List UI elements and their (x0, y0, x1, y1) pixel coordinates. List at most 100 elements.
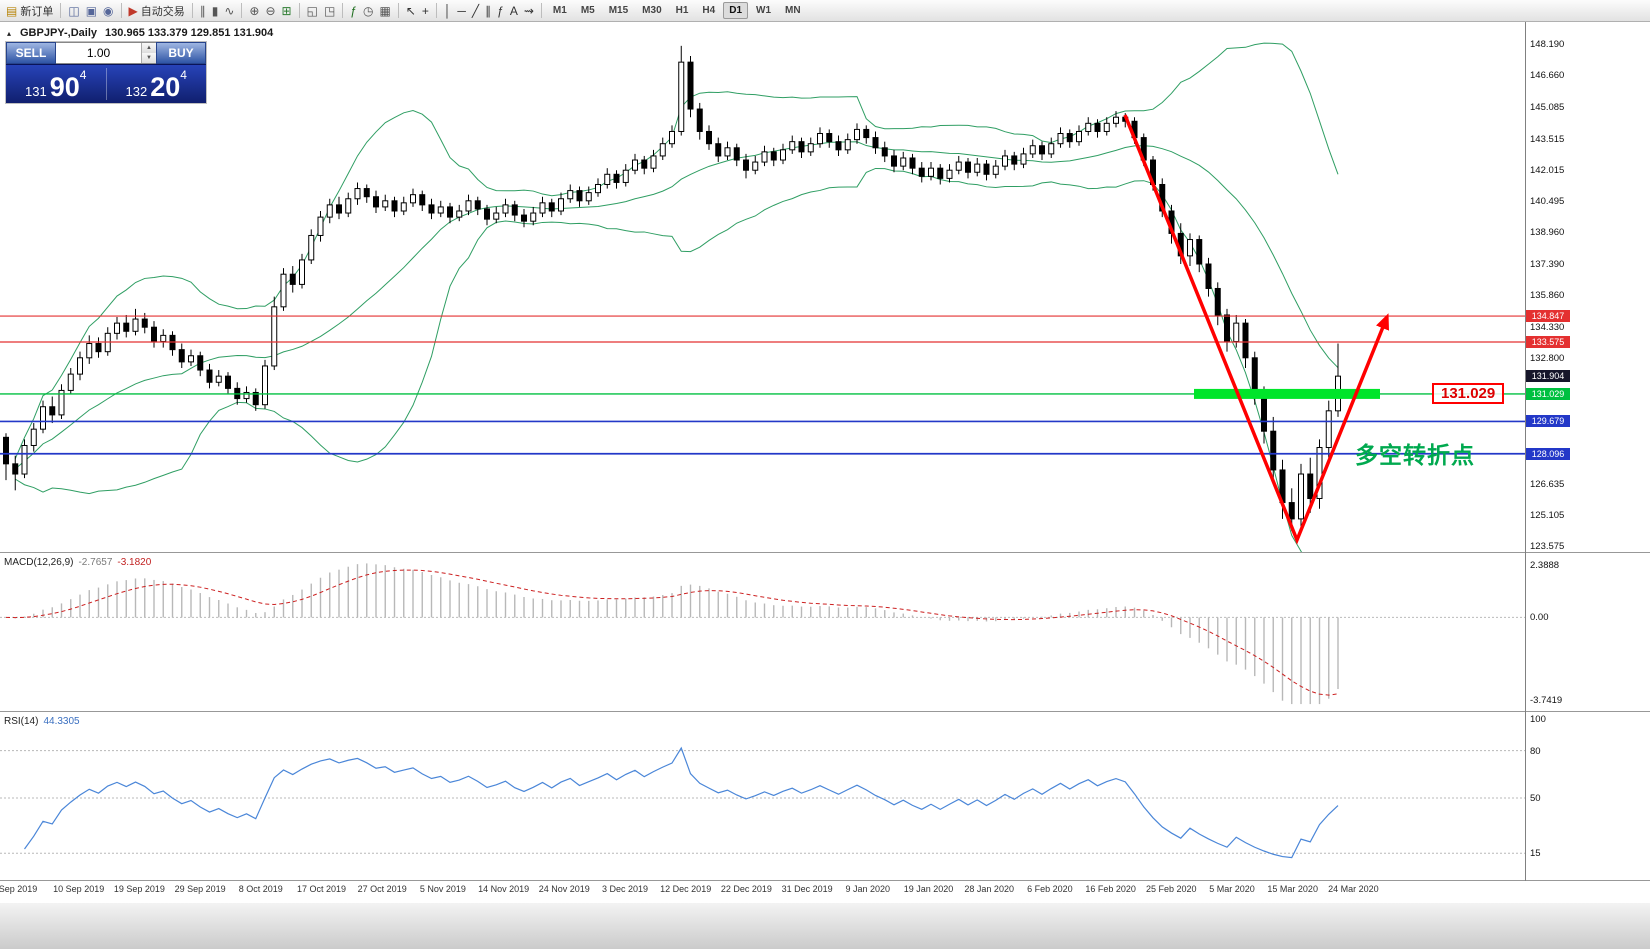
autotrading-button[interactable]: ▶ 自动交易 (126, 2, 188, 20)
candle-body (299, 259, 305, 285)
horizontal-line-button[interactable]: ─ (454, 2, 469, 20)
candle-body (1233, 322, 1240, 342)
trend-arrow[interactable] (1123, 114, 1390, 545)
timeframe-h4-button[interactable]: H4 (702, 5, 716, 16)
candle-body (400, 202, 407, 212)
date-label: 29 Sep 2019 (174, 884, 226, 894)
charts-icon: ◫ (68, 3, 80, 18)
timeframe-m15-button[interactable]: M15 (608, 5, 629, 16)
candle-body (252, 391, 259, 406)
timeframe-d1-button[interactable]: D1 (723, 2, 749, 19)
timeframe-m5-button[interactable]: M5 (580, 5, 595, 16)
candlestick-chart-button[interactable]: ▮ (209, 2, 222, 20)
buy-button[interactable]: BUY (156, 42, 206, 64)
toolbar-separator (342, 3, 344, 18)
candle-body (789, 141, 796, 151)
date-label: 3 Dec 2019 (601, 884, 649, 894)
fibonacci-icon: ƒ (497, 3, 504, 18)
panel-separator[interactable] (0, 552, 1650, 553)
line-chart-icon: ∿ (224, 3, 235, 18)
price-chart[interactable] (0, 22, 1650, 553)
date-label: 5 Nov 2019 (419, 884, 466, 894)
candle-body (178, 349, 185, 363)
line-chart-button[interactable]: ∿ (221, 2, 237, 20)
support-price-callout[interactable]: 131.029 (1432, 383, 1505, 404)
zoom-in-button[interactable]: ⊕ (246, 2, 262, 20)
collapse-trade-panel-icon[interactable]: ▴ (7, 29, 12, 38)
vertical-line-button[interactable]: │ (441, 2, 455, 20)
candle-body (974, 163, 981, 173)
macd-panel[interactable] (0, 553, 1650, 711)
macd-signal-value: -3.1820 (117, 557, 152, 568)
candle-body (558, 198, 564, 212)
channel-button[interactable]: ∥ (482, 2, 494, 20)
charts-button[interactable]: ◫ (65, 2, 82, 20)
timeframe-m30-button[interactable]: M30 (642, 5, 662, 16)
candle-body (1288, 502, 1295, 520)
candle-body (373, 196, 379, 208)
new-order-button[interactable]: ▤ 新订单 (3, 2, 56, 20)
candle-body (752, 161, 759, 171)
sell-price-display[interactable]: 131 90 4 (6, 65, 106, 103)
templates-button[interactable]: ▦ (376, 2, 393, 20)
timeframe-w1-button[interactable]: W1 (756, 5, 772, 16)
candle-body (928, 167, 934, 177)
volume-spinner: ▲ ▼ (141, 43, 156, 63)
fibonacci-button[interactable]: ƒ (494, 2, 507, 20)
volume-input[interactable] (56, 43, 141, 63)
data-window-button[interactable]: ◉ (100, 2, 116, 20)
price-scale-label: 145.085 (1530, 102, 1565, 114)
candle-body (613, 173, 620, 183)
rsi-panel[interactable] (0, 712, 1650, 880)
profiles-button[interactable]: ▣ (83, 2, 100, 20)
grid-icon: ⊞ (281, 3, 292, 18)
price-tag-128.096: 128.096 (1526, 447, 1570, 460)
sell-button[interactable]: SELL (6, 42, 56, 64)
candle-body (141, 318, 148, 328)
candle-body (659, 143, 666, 157)
candle-body (151, 326, 157, 342)
crosshair-button[interactable]: + (419, 2, 432, 20)
price-scale-label: 123.575 (1530, 540, 1565, 552)
new-chart-button[interactable]: ◱ (304, 2, 321, 20)
timeframe-mn-button[interactable]: MN (785, 5, 801, 16)
candle-body (844, 139, 851, 151)
timeframe-m1-button[interactable]: M1 (552, 5, 567, 16)
cursor-button[interactable]: ↖ (403, 2, 419, 20)
arrows-button[interactable]: ⇝ (521, 2, 537, 20)
trendline-button[interactable]: ╱ (469, 2, 482, 20)
price-scale-label: 140.495 (1530, 195, 1565, 207)
bar-chart-button[interactable]: ∥ (197, 2, 209, 20)
panel-separator[interactable] (0, 711, 1650, 712)
date-label: 24 Mar 2020 (1328, 884, 1379, 894)
date-label: 27 Oct 2019 (357, 884, 407, 894)
candle-body (798, 141, 805, 153)
support-highlight-bar[interactable] (1194, 388, 1380, 399)
indicators-button[interactable]: ƒ (347, 2, 360, 20)
tile-windows-button[interactable]: ◳ (321, 2, 338, 20)
candle-body (1066, 133, 1073, 143)
candle-body (539, 202, 546, 214)
volume-down-button[interactable]: ▼ (142, 53, 156, 63)
candle-body (632, 159, 638, 171)
periods-icon: ◷ (362, 3, 374, 18)
price-scale-label: 137.390 (1530, 259, 1565, 271)
zoom-out-button[interactable]: ⊖ (262, 2, 278, 20)
toolbar-separator (60, 3, 62, 18)
candle-body (1076, 130, 1082, 143)
volume-up-button[interactable]: ▲ (142, 43, 156, 53)
pivot-annotation-text[interactable]: 多空转折点 (1355, 442, 1475, 468)
grid-button[interactable]: ⊞ (279, 2, 295, 20)
toolbar-separator (540, 3, 542, 18)
text-button[interactable]: A (507, 2, 521, 20)
zoom-out-icon: ⊖ (265, 3, 276, 18)
periods-button[interactable]: ◷ (360, 2, 376, 20)
candle-body (900, 157, 907, 167)
price-axis-line (1525, 22, 1526, 881)
candle-body (280, 273, 287, 308)
buy-price-display[interactable]: 132 20 4 (107, 65, 207, 103)
timeframe-h1-button[interactable]: H1 (675, 5, 689, 16)
rsi-scale-label: 100 (1530, 714, 1546, 725)
date-label: 24 Nov 2019 (538, 884, 590, 894)
volume-box: ▲ ▼ (56, 42, 156, 64)
